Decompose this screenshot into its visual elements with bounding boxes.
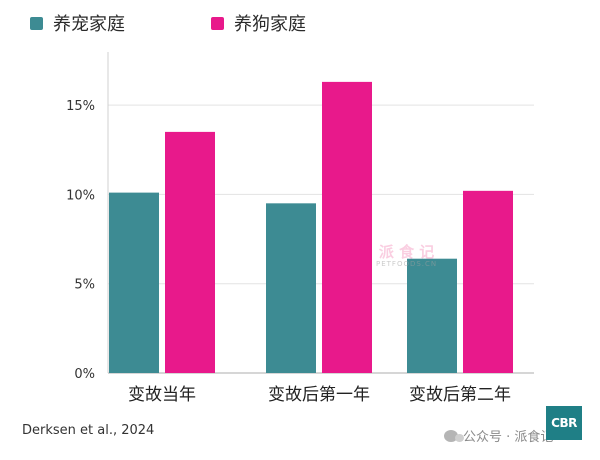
cbr-logo: CBR <box>546 406 582 440</box>
bar-pet-0 <box>109 192 159 373</box>
bar-dog-1 <box>322 81 372 373</box>
legend-swatch-teal <box>30 16 43 30</box>
bar-pet-1 <box>266 203 316 373</box>
legend-item-pet-households: 养宠家庭 <box>30 10 125 36</box>
legend-label: 养宠家庭 <box>53 14 125 35</box>
source-note: Derksen et al., 2024 <box>22 423 155 438</box>
legend-label: 养狗家庭 <box>234 14 306 35</box>
x-tick-label: 变故后第一年 <box>268 385 370 405</box>
y-tick-label: 15% <box>66 99 95 114</box>
legend-swatch-magenta <box>211 16 224 30</box>
x-tick-label: 变故当年 <box>128 385 196 405</box>
wechat-icon <box>444 429 464 442</box>
legend: 养宠家庭 养狗家庭 <box>30 10 306 36</box>
x-tick-label: 变故后第二年 <box>409 385 511 405</box>
bar-pet-2 <box>407 258 457 373</box>
bar-dog-2 <box>463 190 513 373</box>
brand-text: 公众号 · 派食记 <box>463 430 554 445</box>
y-tick-label: 5% <box>74 278 95 293</box>
legend-item-dog-households: 养狗家庭 <box>211 10 306 36</box>
y-tick-label: 0% <box>74 367 95 382</box>
bar-dog-0 <box>165 131 215 373</box>
brand-watermark: 公众号 · 派食记 <box>444 426 553 445</box>
y-tick-label: 10% <box>66 188 95 203</box>
